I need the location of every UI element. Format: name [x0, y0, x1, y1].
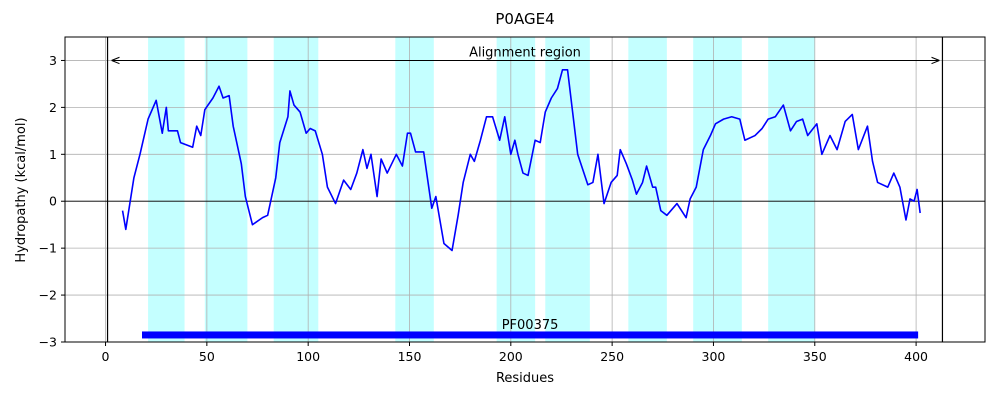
helix-band [545, 37, 590, 342]
y-tick-label: −1 [39, 241, 57, 256]
x-tick-label: 400 [904, 349, 928, 364]
x-tick-label: 50 [199, 349, 215, 364]
x-tick-label: 200 [499, 349, 523, 364]
helix-band [496, 37, 536, 342]
y-tick-label: −3 [39, 335, 57, 350]
hydropathy-line [121, 69, 921, 252]
y-tick-label: 3 [49, 53, 57, 68]
y-tick-label: 2 [49, 100, 57, 115]
y-axis-label: Hydropathy (kcal/mol) [14, 117, 29, 262]
y-tick-label: −2 [39, 288, 57, 303]
helix-band [273, 37, 319, 342]
x-tick-label: 100 [296, 349, 320, 364]
y-tick-label: 0 [49, 194, 57, 209]
helix-band [693, 37, 742, 342]
x-tick-label: 250 [600, 349, 624, 364]
helix-band [768, 37, 815, 342]
chart-title: P0AGE4 [495, 10, 554, 28]
helix-band [204, 37, 248, 342]
x-tick-label: 150 [398, 349, 422, 364]
x-tick-label: 300 [702, 349, 726, 364]
plot-frame [64, 36, 986, 343]
helix-band [395, 37, 434, 342]
x-tick-label: 350 [803, 349, 827, 364]
y-tick-label: 1 [49, 147, 57, 162]
domain-label: PF00375 [502, 318, 559, 333]
helix-band [148, 37, 185, 342]
x-tick-label: 0 [102, 349, 110, 364]
helix-band [628, 37, 667, 342]
domain-bar [142, 331, 919, 339]
region-label: Alignment region [469, 45, 581, 60]
x-axis-label: Residues [496, 371, 554, 386]
